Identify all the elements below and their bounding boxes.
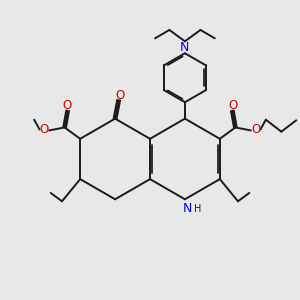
Text: O: O bbox=[39, 123, 48, 136]
Text: H: H bbox=[194, 204, 201, 214]
Text: N: N bbox=[183, 202, 192, 215]
Text: O: O bbox=[252, 123, 261, 136]
Text: O: O bbox=[115, 89, 124, 102]
Text: O: O bbox=[62, 100, 72, 112]
Text: O: O bbox=[228, 100, 238, 112]
Text: N: N bbox=[180, 41, 190, 54]
